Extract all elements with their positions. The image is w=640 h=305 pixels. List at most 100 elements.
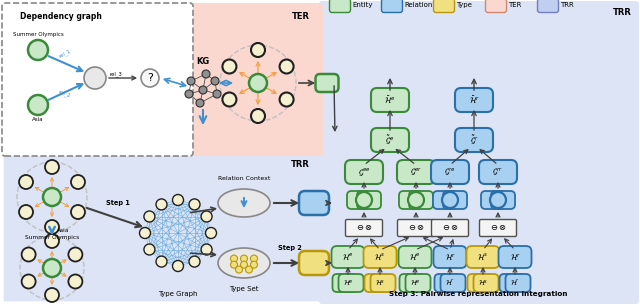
- FancyBboxPatch shape: [467, 274, 493, 292]
- Circle shape: [201, 211, 212, 222]
- FancyBboxPatch shape: [431, 220, 468, 236]
- Circle shape: [211, 77, 219, 85]
- Circle shape: [68, 274, 83, 289]
- Circle shape: [241, 255, 248, 262]
- Text: Step 1: Step 1: [106, 200, 130, 206]
- FancyBboxPatch shape: [347, 191, 371, 209]
- FancyBboxPatch shape: [299, 251, 329, 275]
- Circle shape: [43, 188, 61, 206]
- Circle shape: [442, 192, 458, 208]
- Circle shape: [71, 175, 85, 189]
- Circle shape: [185, 90, 193, 98]
- Text: $\tilde{\mathcal{G}}^r$: $\tilde{\mathcal{G}}^r$: [470, 133, 479, 147]
- Text: Asia: Asia: [57, 228, 69, 233]
- Circle shape: [213, 90, 221, 98]
- FancyBboxPatch shape: [455, 88, 493, 112]
- Circle shape: [156, 256, 167, 267]
- Circle shape: [251, 43, 265, 57]
- Circle shape: [45, 234, 59, 248]
- FancyBboxPatch shape: [440, 274, 465, 292]
- FancyBboxPatch shape: [443, 191, 467, 209]
- Circle shape: [241, 261, 248, 268]
- FancyBboxPatch shape: [299, 191, 329, 215]
- FancyBboxPatch shape: [316, 74, 339, 92]
- FancyBboxPatch shape: [491, 191, 515, 209]
- Text: $\mathcal{H}^r$: $\mathcal{H}^r$: [509, 251, 520, 263]
- Text: Type Graph: Type Graph: [158, 291, 198, 297]
- Text: Dependency graph: Dependency graph: [20, 12, 102, 21]
- Text: ?: ?: [147, 73, 153, 83]
- FancyBboxPatch shape: [538, 0, 559, 13]
- Circle shape: [199, 86, 207, 94]
- FancyBboxPatch shape: [433, 246, 467, 268]
- Circle shape: [251, 109, 265, 123]
- FancyBboxPatch shape: [190, 3, 323, 156]
- FancyBboxPatch shape: [399, 191, 423, 209]
- Text: $\ominus\otimes$: $\ominus\otimes$: [490, 224, 506, 232]
- Text: $\mathcal{H}^e$: $\mathcal{H}^e$: [342, 252, 354, 263]
- FancyBboxPatch shape: [474, 274, 499, 292]
- Text: Summer Olympics: Summer Olympics: [13, 32, 63, 37]
- FancyBboxPatch shape: [4, 155, 320, 301]
- Text: TER: TER: [508, 2, 522, 8]
- FancyBboxPatch shape: [357, 191, 381, 209]
- Text: rel_1: rel_1: [58, 48, 72, 59]
- FancyBboxPatch shape: [433, 191, 457, 209]
- Circle shape: [22, 247, 36, 261]
- Text: $\bar{\mathcal{H}}^r$: $\bar{\mathcal{H}}^r$: [468, 94, 479, 106]
- FancyBboxPatch shape: [499, 246, 531, 268]
- FancyBboxPatch shape: [479, 220, 516, 236]
- Circle shape: [236, 266, 243, 273]
- Circle shape: [71, 205, 85, 219]
- Circle shape: [202, 70, 210, 78]
- Text: $\bar{\mathcal{H}}^e$: $\bar{\mathcal{H}}^e$: [384, 94, 396, 106]
- Circle shape: [156, 199, 167, 210]
- Circle shape: [280, 59, 294, 74]
- Text: TRR: TRR: [613, 8, 632, 17]
- FancyBboxPatch shape: [435, 274, 460, 292]
- FancyBboxPatch shape: [506, 274, 531, 292]
- Ellipse shape: [218, 189, 270, 217]
- Text: rel_2: rel_2: [57, 88, 71, 99]
- Circle shape: [223, 92, 236, 106]
- FancyBboxPatch shape: [381, 0, 403, 13]
- Circle shape: [144, 244, 155, 255]
- Circle shape: [28, 40, 48, 60]
- FancyBboxPatch shape: [364, 246, 397, 268]
- FancyBboxPatch shape: [345, 160, 383, 184]
- FancyBboxPatch shape: [371, 128, 409, 152]
- Circle shape: [84, 67, 106, 89]
- FancyBboxPatch shape: [397, 160, 435, 184]
- Circle shape: [201, 244, 212, 255]
- Text: TRR: TRR: [560, 2, 573, 8]
- Text: TRR: TRR: [291, 160, 310, 169]
- Circle shape: [45, 160, 59, 174]
- FancyBboxPatch shape: [365, 274, 390, 292]
- FancyBboxPatch shape: [479, 160, 517, 184]
- FancyBboxPatch shape: [399, 246, 431, 268]
- Circle shape: [19, 175, 33, 189]
- FancyBboxPatch shape: [332, 246, 365, 268]
- FancyBboxPatch shape: [499, 274, 525, 292]
- Text: $\ominus\otimes$: $\ominus\otimes$: [408, 224, 424, 232]
- Circle shape: [43, 259, 61, 277]
- Circle shape: [68, 247, 83, 261]
- Circle shape: [230, 255, 237, 262]
- Text: $\mathcal{H}^e$: $\mathcal{H}^e$: [342, 278, 353, 288]
- Circle shape: [250, 255, 257, 262]
- Text: $\ominus\otimes$: $\ominus\otimes$: [356, 224, 372, 232]
- Circle shape: [22, 274, 36, 289]
- FancyBboxPatch shape: [333, 274, 358, 292]
- FancyBboxPatch shape: [406, 274, 431, 292]
- Circle shape: [490, 192, 506, 208]
- Text: $\tilde{\mathcal{G}}^e$: $\tilde{\mathcal{G}}^e$: [385, 133, 395, 147]
- Text: $\mathcal{H}^s$: $\mathcal{H}^s$: [375, 278, 385, 288]
- Text: $\mathcal{H}^s$: $\mathcal{H}^s$: [374, 252, 385, 263]
- Text: $\ominus\otimes$: $\ominus\otimes$: [442, 224, 458, 232]
- Text: Step 3: Pairwise representation integration: Step 3: Pairwise representation integrat…: [388, 291, 567, 297]
- FancyBboxPatch shape: [409, 191, 433, 209]
- Text: $\mathcal{H}^s$: $\mathcal{H}^s$: [477, 252, 488, 263]
- Text: $\mathcal{G}^{ee}$: $\mathcal{G}^{ee}$: [358, 166, 371, 178]
- Circle shape: [173, 195, 184, 206]
- Text: $\mathcal{H}^r$: $\mathcal{H}^r$: [445, 278, 455, 288]
